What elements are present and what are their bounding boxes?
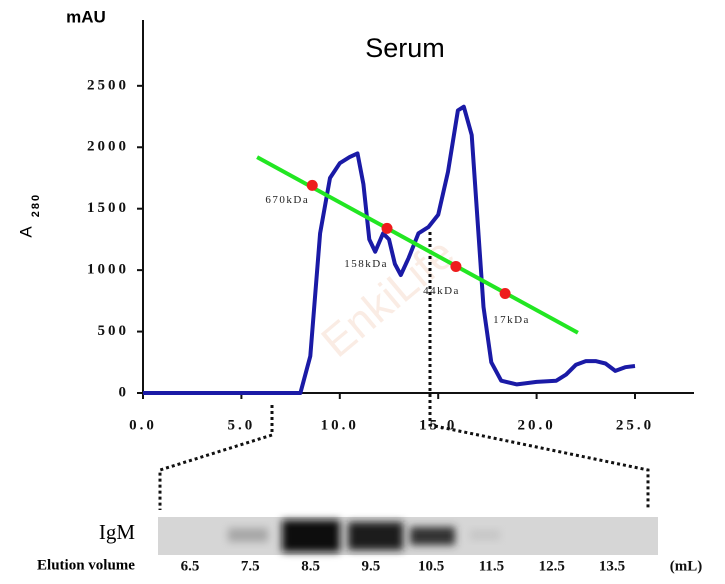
- x-tick-label: 20.0: [517, 417, 555, 433]
- watermark: EnkiLife: [312, 229, 463, 367]
- chromatogram-line: [143, 104, 636, 395]
- x-tick-label: 10.0: [321, 417, 359, 433]
- lane-label: 8.5: [301, 558, 320, 574]
- chart-title: Serum: [365, 33, 445, 63]
- y-tick-label: 1000: [87, 262, 129, 278]
- x-tick-label: 5.0: [228, 417, 256, 433]
- standard-point: [306, 179, 318, 191]
- x-tick-label: 25.0: [616, 417, 654, 433]
- y-tick-label: 0: [119, 384, 130, 400]
- gel-unit: (mL): [670, 558, 703, 574]
- lane-label: 6.5: [181, 558, 200, 574]
- gel-axis-label: Elution volume: [37, 557, 135, 573]
- y-label: A: [16, 226, 35, 238]
- lane-label: 13.5: [599, 558, 625, 574]
- connector: [158, 405, 274, 510]
- lane-label: 12.5: [539, 558, 565, 574]
- gel-label: IgM: [99, 520, 135, 544]
- y-label-subscript: 280: [30, 193, 42, 217]
- standard-label: 17kDa: [493, 314, 530, 326]
- standard-point: [381, 222, 393, 234]
- connector: [428, 232, 650, 510]
- y-tick-label: 2500: [87, 77, 129, 93]
- standard-label: 670kDa: [265, 194, 309, 206]
- lane-label: 10.5: [418, 558, 444, 574]
- standard-label: 44kDa: [423, 285, 460, 297]
- standard-point: [499, 287, 511, 299]
- standard-label: 158kDa: [344, 258, 388, 270]
- lane-label: 9.5: [361, 558, 380, 574]
- gel-image: [158, 517, 658, 555]
- lane-label: 11.5: [479, 558, 504, 574]
- calibration-line: [256, 155, 579, 335]
- y-tick-label: 500: [98, 323, 130, 339]
- y-unit: mAU: [66, 7, 106, 26]
- x-tick-label: 0.0: [129, 417, 157, 433]
- standard-point: [450, 260, 462, 272]
- y-tick-label: 1500: [87, 200, 129, 216]
- x-tick-label: 15.0: [419, 417, 457, 433]
- lane-label: 7.5: [241, 558, 260, 574]
- y-tick-label: 2000: [87, 139, 129, 155]
